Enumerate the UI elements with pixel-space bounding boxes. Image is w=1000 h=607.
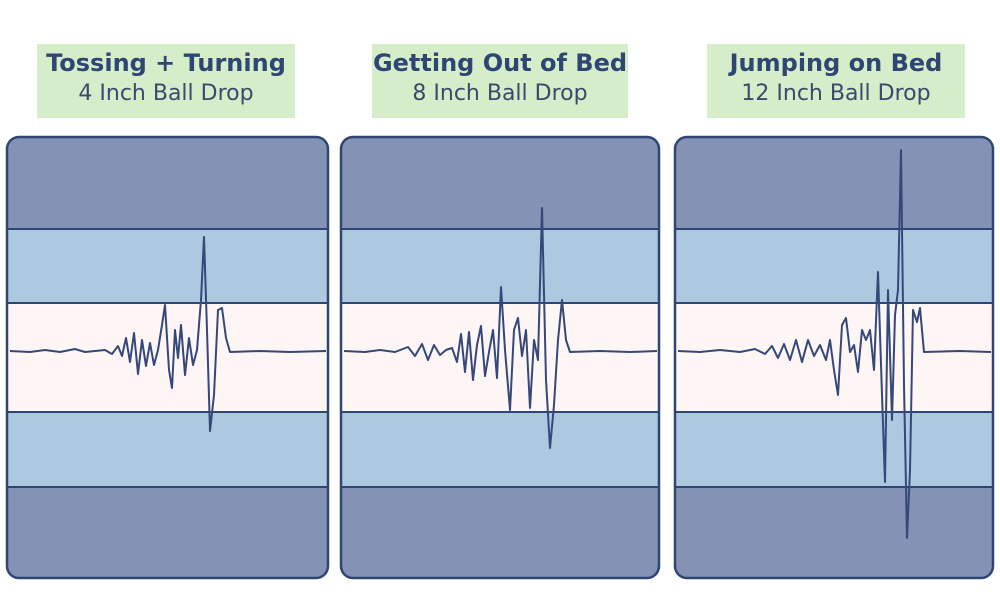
panel-title: Getting Out of Bed	[372, 49, 628, 77]
panel-jumping-on-bed	[673, 135, 995, 580]
panel-border	[339, 135, 661, 580]
panel-subtitle: 4 Inch Ball Drop	[78, 81, 254, 106]
panel-title: Tossing + Turning	[46, 49, 286, 77]
vibration-wave	[677, 149, 992, 539]
panel-tossing-turning	[5, 135, 330, 580]
panel-title: Jumping on Bed	[729, 49, 943, 77]
vibration-wave	[343, 207, 658, 449]
panel-getting-out-of-bed	[339, 135, 661, 580]
outer-band-top	[7, 137, 328, 229]
panel-subtitle: 8 Inch Ball Drop	[412, 81, 588, 106]
panel-border	[673, 135, 995, 580]
middle-band-top	[7, 229, 328, 303]
outer-band-bottom	[7, 487, 328, 578]
panel-border	[5, 135, 330, 580]
panel-label-tossing: Tossing + Turning 4 Inch Ball Drop	[37, 44, 295, 118]
panel-subtitle: 12 Inch Ball Drop	[741, 81, 931, 106]
middle-band-bottom	[7, 412, 328, 487]
panel-label-jumping: Jumping on Bed 12 Inch Ball Drop	[707, 44, 965, 118]
panel-label-getting-out: Getting Out of Bed 8 Inch Ball Drop	[372, 44, 628, 118]
vibration-wave	[9, 236, 327, 432]
